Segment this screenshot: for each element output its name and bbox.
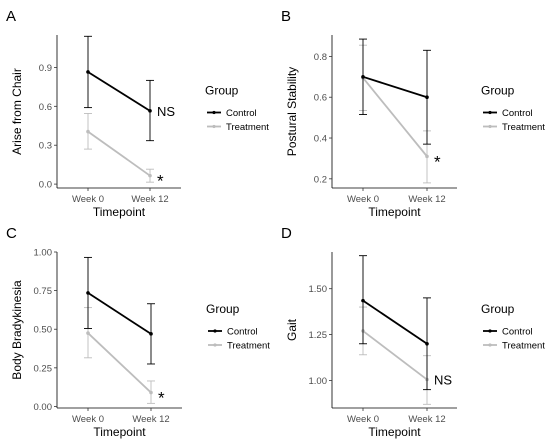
data-point [149, 390, 153, 395]
data-point [425, 154, 429, 159]
series-line [87, 130, 151, 177]
data-point [86, 70, 90, 74]
series-treatment [84, 307, 155, 404]
y-tick-label: 1.50 [309, 284, 328, 295]
panel-letter: C [6, 225, 17, 242]
x-tick-label: Week 0 [347, 414, 379, 425]
legend-title: Group [481, 302, 515, 316]
series-line [362, 75, 428, 99]
data-point [425, 95, 429, 100]
y-tick-label: 1.25 [309, 330, 328, 341]
data-point [149, 332, 153, 336]
y-tick-label: 0.0 [39, 180, 52, 191]
legend: Group Control Treatment [481, 84, 545, 134]
y-tick-label: 0.75 [34, 286, 53, 297]
y-tick-label: 0.9 [39, 63, 52, 74]
legend-label-treatment: Treatment [502, 341, 545, 352]
panel-letter: D [281, 225, 292, 242]
series-line [362, 299, 428, 345]
legend-title: Group [205, 84, 239, 98]
legend-key-point-control [212, 110, 216, 115]
legend: Group Control Treatment [206, 302, 270, 352]
legend-label-treatment: Treatment [226, 122, 269, 133]
y-axis-title: Body Bradykinesia [10, 280, 24, 380]
series-control [84, 35, 154, 142]
y-tick-label: 0.00 [34, 402, 53, 413]
y-tick-label: 0.3 [39, 141, 52, 152]
y-tick-label: 0.2 [314, 174, 327, 185]
significance-star: * [157, 172, 164, 191]
legend-key-point-control [488, 110, 492, 115]
x-tick-label: Week 0 [347, 194, 379, 205]
y-tick-label: 0.6 [39, 102, 52, 113]
series-treatment [359, 44, 431, 184]
legend-key-point-control [488, 329, 492, 333]
x-tick-label: Week 12 [132, 414, 169, 425]
y-axis-title: Gait [285, 318, 299, 341]
data-point [86, 129, 90, 134]
y-axis-title: Arise from Chair [10, 68, 24, 155]
x-tick-label: Week 0 [72, 414, 104, 425]
data-point [148, 109, 152, 113]
x-axis-title: Timepoint [93, 425, 146, 439]
legend-label-treatment: Treatment [502, 122, 545, 133]
panel-letter: B [281, 8, 291, 25]
legend-label-control: Control [502, 327, 533, 338]
series-line [362, 77, 428, 157]
legend-label-treatment: Treatment [227, 341, 270, 352]
data-point [361, 75, 365, 79]
y-tick-label: 0.8 [314, 52, 327, 63]
significance-star: * [158, 389, 165, 408]
legend-key-point-treatment [212, 124, 216, 129]
panel-c: C 0.00 0.25 0.50 0.75 1.00 Week 0 Week 12Timepo… [6, 225, 270, 439]
x-tick-label: Week 12 [408, 414, 445, 425]
series-line [87, 332, 152, 394]
series-control [84, 256, 155, 365]
legend-key-point-treatment [488, 343, 492, 347]
y-tick-label: 1.00 [309, 376, 328, 387]
series-control [359, 38, 431, 145]
significance-ns: NS [434, 373, 452, 388]
legend-title: Group [206, 302, 240, 316]
x-tick-label: Week 0 [72, 194, 104, 205]
legend-label-control: Control [502, 108, 533, 119]
series-treatment [84, 112, 154, 183]
legend-key-point-treatment [213, 343, 217, 347]
legend-key-point-treatment [488, 124, 492, 129]
y-tick-label: 0.50 [34, 325, 53, 336]
significance-star: * [434, 152, 441, 171]
legend-label-control: Control [227, 327, 258, 338]
legend-label-control: Control [226, 108, 257, 119]
data-point [86, 331, 90, 335]
y-axis-title: Postural Stability [285, 67, 299, 156]
y-tick-label: 0.6 [314, 93, 327, 104]
data-point [86, 291, 90, 295]
x-tick-label: Week 12 [408, 194, 445, 205]
series-line [362, 330, 428, 381]
panel-letter: A [6, 8, 16, 25]
series-line [87, 71, 151, 112]
y-tick-label: 0.25 [34, 363, 53, 374]
legend: Group Control Treatment [481, 302, 545, 352]
x-tick-label: Week 12 [131, 194, 168, 205]
data-point [361, 298, 365, 303]
x-axis-title: Timepoint [368, 205, 421, 219]
series-control [359, 255, 431, 391]
x-axis-title: Timepoint [368, 425, 421, 439]
data-point [425, 341, 429, 346]
x-axis-title: Timepoint [93, 205, 146, 219]
legend-key-point-control [213, 329, 217, 333]
y-tick-label: 0.4 [314, 134, 327, 145]
legend: Group Control Treatment [205, 84, 269, 134]
significance-ns: NS [157, 104, 175, 119]
data-point [148, 173, 152, 178]
series-line [87, 292, 152, 335]
y-tick-label: 1.00 [34, 248, 53, 259]
legend-title: Group [481, 84, 515, 98]
